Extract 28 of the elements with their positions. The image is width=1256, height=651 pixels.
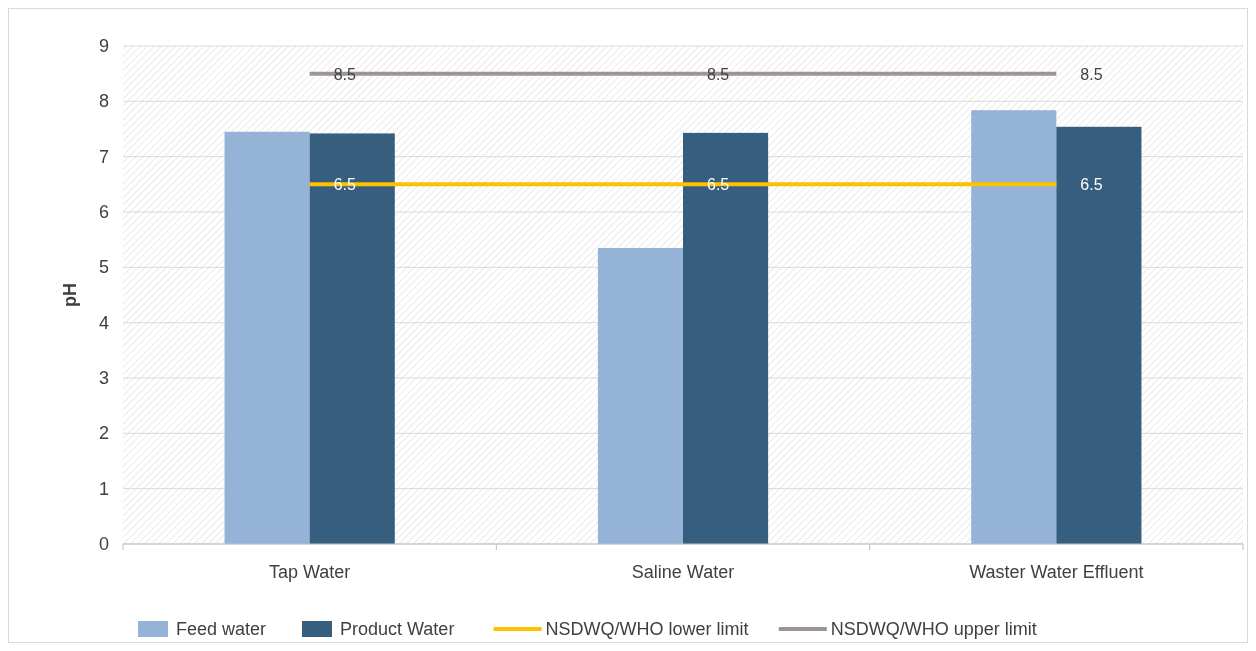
bar	[683, 132, 769, 544]
bar	[309, 133, 395, 544]
y-tick-label: 9	[98, 36, 109, 56]
data-label: 8.5	[707, 65, 730, 83]
y-tick-label: 6	[98, 202, 109, 222]
y-tick-label: 3	[98, 368, 109, 388]
legend-label: Product Water	[340, 619, 455, 639]
data-label: 8.5	[1080, 65, 1103, 83]
y-tick-label: 4	[98, 312, 109, 333]
legend-label: Feed water	[176, 619, 267, 639]
data-label: 8.5	[333, 65, 357, 83]
y-tick-label: 8	[98, 91, 109, 112]
bar	[224, 131, 310, 544]
bar	[1056, 126, 1142, 544]
legend-label: NSDWQ/WHO upper limit	[830, 619, 1037, 639]
y-tick-label: 1	[98, 478, 109, 499]
x-tick-label: Tap Water	[268, 562, 351, 582]
x-tick-label: Saline Water	[631, 562, 735, 582]
x-tick-label: Waster Water Effluent	[969, 562, 1144, 582]
bar	[597, 247, 683, 544]
y-tick-label: 2	[98, 423, 109, 444]
data-label: 6.5	[1080, 176, 1103, 194]
y-tick-label: 7	[98, 146, 109, 167]
y-axis-title: pH	[60, 283, 80, 307]
legend-label: NSDWQ/WHO lower limit	[545, 619, 749, 639]
y-tick-label: 5	[98, 257, 109, 278]
bar	[971, 110, 1057, 544]
y-tick-label: 0	[98, 534, 109, 554]
